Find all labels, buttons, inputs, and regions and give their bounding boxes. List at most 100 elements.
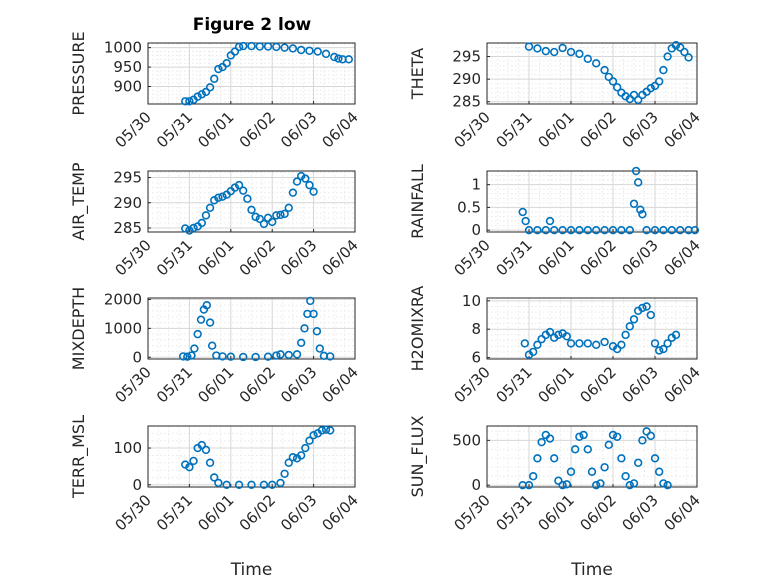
data-point [528, 347, 538, 357]
data-point [214, 478, 223, 488]
data-point [234, 42, 244, 52]
x-tick-label: 06/03 [619, 236, 662, 279]
x-tick-label: 06/01 [535, 236, 578, 279]
data-point [566, 225, 576, 235]
x-tick-label: 05/31 [153, 236, 196, 279]
data-point [205, 83, 215, 92]
data-point [675, 43, 685, 52]
y-axis-label: THETA [408, 48, 427, 100]
data-point [554, 330, 563, 340]
y-tick-label: 500 [452, 431, 481, 449]
data-point [617, 225, 626, 235]
data-point [218, 352, 227, 361]
data-point [575, 339, 584, 348]
data-point [321, 49, 331, 59]
data-point [638, 436, 647, 445]
data-point [196, 315, 206, 324]
data-point [583, 445, 592, 454]
y-tick-label: 2000 [104, 290, 142, 308]
data-point [243, 194, 252, 203]
data-point [276, 478, 285, 488]
data-point [214, 193, 223, 202]
figure-title: Figure 2 low [193, 15, 312, 35]
x-tick-label: 05/31 [153, 363, 196, 406]
y-tick-label: 295 [113, 169, 142, 187]
x-tick-label: 06/04 [661, 108, 704, 151]
y-tick-label: 10 [462, 292, 481, 310]
data-point [612, 344, 622, 354]
y-axis-label: H2OMIXRA [408, 286, 427, 372]
axes-box [486, 425, 698, 488]
x-tick-label: 06/01 [194, 236, 237, 279]
data-point [284, 203, 293, 213]
data-point [524, 481, 534, 490]
data-point [575, 432, 584, 441]
data-point [280, 43, 289, 52]
data-point [185, 226, 194, 235]
data-point [604, 72, 613, 82]
data-point [334, 54, 343, 63]
data-point [667, 225, 676, 235]
data-point [646, 83, 655, 93]
data-point [296, 338, 306, 348]
x-tick-label: 06/03 [619, 491, 662, 534]
data-point [312, 327, 322, 336]
y-tick-label: 0 [132, 476, 142, 494]
axes-box [147, 170, 356, 233]
data-point [280, 209, 289, 219]
x-tick-label: 06/03 [619, 363, 662, 406]
data-point [629, 199, 639, 208]
data-point [189, 456, 198, 466]
y-tick-label: 285 [113, 219, 142, 237]
data-point [197, 440, 207, 450]
y-tick-label: 290 [452, 70, 481, 88]
data-point [178, 352, 188, 361]
data-point [284, 350, 293, 360]
data-point [201, 445, 211, 455]
data-point [528, 472, 538, 481]
data-point [255, 42, 264, 51]
data-point [197, 218, 207, 228]
data-point [596, 479, 605, 488]
data-point [189, 223, 198, 233]
data-point [654, 346, 664, 355]
data-point [646, 310, 655, 320]
data-point [301, 174, 310, 183]
data-point [251, 212, 260, 222]
y-tick-label: 290 [113, 194, 142, 212]
data-point [671, 330, 681, 340]
data-point [566, 47, 576, 57]
data-point [631, 166, 641, 176]
data-point [646, 431, 655, 441]
data-point [183, 352, 192, 361]
x-axis-label: Time [570, 560, 613, 580]
y-tick-label: 950 [113, 58, 142, 76]
x-tick-label: 06/01 [194, 363, 237, 406]
data-point [642, 427, 651, 436]
x-tick-label: 06/02 [236, 108, 279, 151]
data-point [680, 47, 689, 57]
data-point [317, 426, 327, 435]
x-tick-label: 06/02 [236, 491, 279, 534]
data-point [608, 430, 618, 440]
data-point [193, 92, 202, 101]
data-point [181, 97, 190, 106]
data-point [210, 74, 219, 83]
y-tick-label: 6 [471, 349, 481, 367]
data-point [300, 324, 309, 333]
data-point [533, 454, 542, 463]
x-tick-label: 06/02 [577, 363, 620, 406]
data-point [617, 340, 626, 350]
y-axis-label: PRESSURE [69, 31, 88, 115]
data-point [218, 192, 227, 201]
data-point [621, 472, 630, 481]
data-point [671, 41, 681, 50]
y-tick-label: 1000 [104, 39, 142, 57]
data-point [185, 97, 194, 106]
x-tick-label: 05/31 [493, 108, 536, 151]
